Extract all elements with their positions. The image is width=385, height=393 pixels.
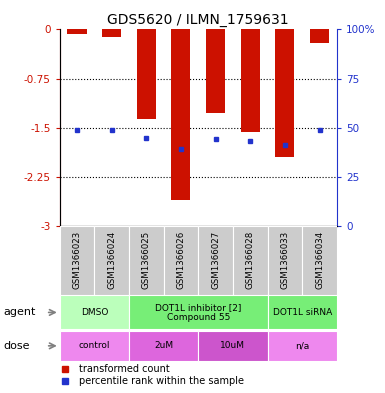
Bar — [233, 226, 268, 295]
Text: GSM1366026: GSM1366026 — [176, 231, 186, 290]
Text: n/a: n/a — [295, 342, 310, 350]
Text: DMSO: DMSO — [80, 308, 108, 317]
Text: GSM1366024: GSM1366024 — [107, 231, 116, 290]
Bar — [198, 226, 233, 295]
Bar — [241, 29, 260, 132]
Text: GSM1366023: GSM1366023 — [72, 231, 82, 290]
Bar — [310, 29, 329, 42]
Bar — [60, 226, 94, 295]
Bar — [302, 226, 337, 295]
Text: transformed count: transformed count — [79, 364, 170, 374]
Text: dose: dose — [4, 341, 30, 351]
Text: GSM1366033: GSM1366033 — [280, 231, 290, 290]
Text: GSM1366034: GSM1366034 — [315, 231, 324, 290]
Bar — [164, 226, 198, 295]
Bar — [129, 226, 164, 295]
Text: percentile rank within the sample: percentile rank within the sample — [79, 376, 244, 386]
Bar — [129, 331, 198, 361]
Bar — [171, 29, 191, 200]
Bar — [206, 29, 225, 113]
Text: agent: agent — [4, 307, 36, 318]
Text: DOT1L inhibitor [2]
Compound 55: DOT1L inhibitor [2] Compound 55 — [155, 303, 241, 322]
Title: GDS5620 / ILMN_1759631: GDS5620 / ILMN_1759631 — [107, 13, 289, 27]
Text: control: control — [79, 342, 110, 350]
Text: GSM1366027: GSM1366027 — [211, 231, 220, 290]
Bar — [67, 29, 87, 34]
Text: GSM1366025: GSM1366025 — [142, 231, 151, 290]
Bar — [60, 331, 129, 361]
Bar — [268, 331, 337, 361]
Text: GSM1366028: GSM1366028 — [246, 231, 255, 290]
Bar — [268, 226, 302, 295]
Bar — [60, 296, 129, 329]
Bar — [102, 29, 121, 37]
Bar — [275, 29, 295, 157]
Text: DOT1L siRNA: DOT1L siRNA — [273, 308, 332, 317]
Bar — [129, 296, 268, 329]
Bar — [198, 331, 268, 361]
Text: 10uM: 10uM — [221, 342, 245, 350]
Bar — [94, 226, 129, 295]
Bar — [137, 29, 156, 119]
Text: 2uM: 2uM — [154, 342, 173, 350]
Bar — [268, 296, 337, 329]
